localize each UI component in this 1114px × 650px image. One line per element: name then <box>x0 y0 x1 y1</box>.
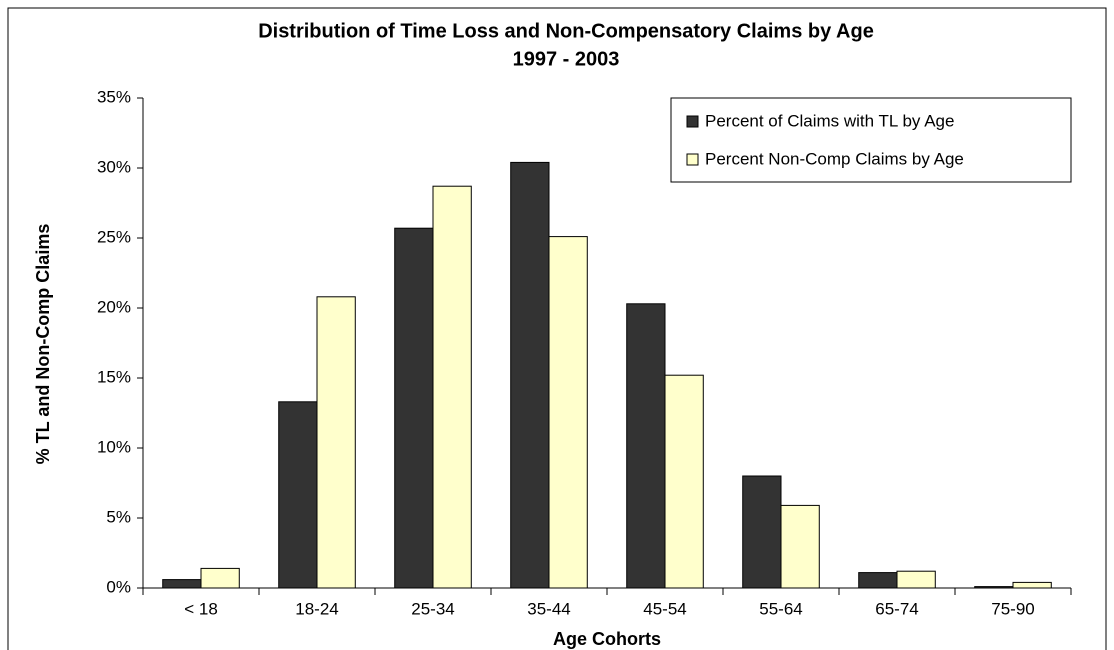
y-tick-label: 25% <box>97 227 131 246</box>
x-tick-label: 55-64 <box>759 599 802 618</box>
bar <box>510 161 550 589</box>
bar <box>200 567 240 589</box>
bar <box>896 570 936 589</box>
y-tick-label: 10% <box>97 437 131 456</box>
bar <box>548 236 588 589</box>
bar <box>162 579 202 589</box>
y-axis-title: % TL and Non-Comp Claims <box>33 224 53 465</box>
x-tick-label: 45-54 <box>643 599 686 618</box>
x-tick-label: 25-34 <box>411 599 454 618</box>
x-tick-label: 75-90 <box>991 599 1034 618</box>
y-tick-label: 35% <box>97 87 131 106</box>
x-tick-label: 35-44 <box>527 599 570 618</box>
x-tick-label: 18-24 <box>295 599 338 618</box>
bar <box>1012 581 1052 589</box>
legend-swatch <box>686 115 699 128</box>
legend-label: Percent Non-Comp Claims by Age <box>705 149 964 168</box>
y-tick-label: 0% <box>106 577 131 596</box>
bar <box>780 504 820 589</box>
y-tick-label: 20% <box>97 297 131 316</box>
x-axis-title: Age Cohorts <box>553 629 661 649</box>
bar <box>664 374 704 589</box>
y-tick-label: 5% <box>106 507 131 526</box>
chart-title: Distribution of Time Loss and Non-Compen… <box>258 20 874 42</box>
bar <box>626 303 666 589</box>
bar <box>394 227 434 589</box>
y-tick-label: 30% <box>97 157 131 176</box>
bar <box>316 296 356 589</box>
y-tick-label: 15% <box>97 367 131 386</box>
bar <box>858 572 898 589</box>
x-tick-label: < 18 <box>184 599 218 618</box>
bar <box>278 401 318 589</box>
legend-label: Percent of Claims with TL by Age <box>705 111 954 130</box>
legend-swatch <box>686 153 699 166</box>
bar <box>432 185 472 589</box>
chart-subtitle: 1997 - 2003 <box>513 48 620 70</box>
legend-box <box>670 97 1072 183</box>
x-tick-label: 65-74 <box>875 599 918 618</box>
bar <box>742 475 782 589</box>
